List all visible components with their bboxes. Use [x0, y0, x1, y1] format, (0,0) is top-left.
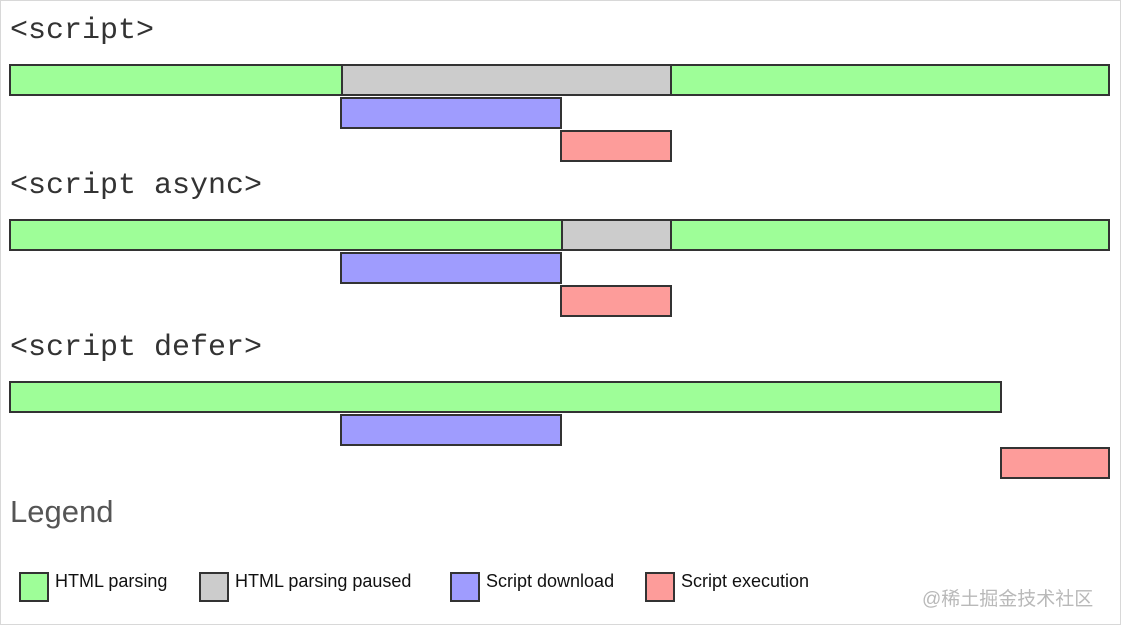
legend-swatch-html-parsing-paused	[199, 572, 229, 602]
legend-swatch-script-execution	[645, 572, 675, 602]
heading-script-defer: <script defer>	[10, 331, 263, 365]
legend-item-html-parsing-paused: HTML parsing paused	[199, 570, 412, 602]
script-html-parsing-bar-1	[9, 64, 343, 96]
script-execution-bar	[560, 130, 672, 162]
legend-item-script-execution: Script execution	[645, 570, 810, 602]
legend-label: Script download	[486, 570, 615, 591]
script-download-bar	[340, 97, 562, 129]
legend-item-script-download: Script download	[450, 570, 615, 602]
legend-label: HTML parsing	[55, 570, 168, 591]
async-html-parsing-bar-1	[9, 219, 563, 251]
heading-script: <script>	[10, 14, 155, 48]
async-execution-bar	[560, 285, 672, 317]
defer-html-parsing-bar	[9, 381, 1002, 413]
async-html-paused-bar	[561, 219, 672, 251]
legend-title: Legend	[10, 494, 114, 529]
async-html-parsing-bar-2	[670, 219, 1110, 251]
defer-execution-bar	[1000, 447, 1110, 479]
async-download-bar	[340, 252, 562, 284]
legend-item-html-parsing: HTML parsing	[19, 570, 168, 602]
script-html-parsing-bar-2	[670, 64, 1110, 96]
script-html-paused-bar	[341, 64, 672, 96]
heading-script-async: <script async>	[10, 169, 263, 203]
legend-swatch-html-parsing	[19, 572, 49, 602]
legend-label: Script execution	[681, 570, 810, 591]
defer-download-bar	[340, 414, 562, 446]
legend-label: HTML parsing paused	[235, 570, 412, 591]
legend-swatch-script-download	[450, 572, 480, 602]
watermark: @稀土掘金技术社区	[922, 589, 1094, 610]
